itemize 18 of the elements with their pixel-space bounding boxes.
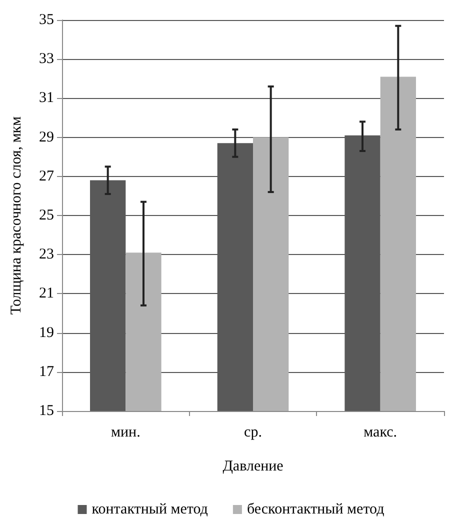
x-tick-label: мин. [111, 424, 140, 440]
y-tick-label: 21 [39, 286, 54, 302]
y-tick-label: 15 [39, 403, 54, 419]
legend-label: контактный метод [92, 502, 208, 518]
y-tick-label: 35 [39, 12, 54, 28]
x-tick-label: ср. [244, 424, 262, 440]
y-tick-label: 27 [39, 168, 54, 184]
y-tick-label: 29 [39, 129, 54, 146]
y-tick-label: 23 [39, 246, 54, 263]
y-tick-label: 19 [39, 324, 54, 341]
x-axis-title: Давление [222, 458, 284, 474]
y-tick-label: 17 [39, 364, 54, 380]
y-tick-label: 31 [39, 90, 54, 106]
y-tick-label: 25 [39, 208, 54, 224]
legend-label: бесконтактный метод [246, 502, 385, 518]
x-tick-label: макс. [364, 424, 398, 440]
y-tick-label: 33 [39, 51, 54, 68]
y-axis-title: Толщина красочного слоя, мкм [8, 116, 24, 315]
